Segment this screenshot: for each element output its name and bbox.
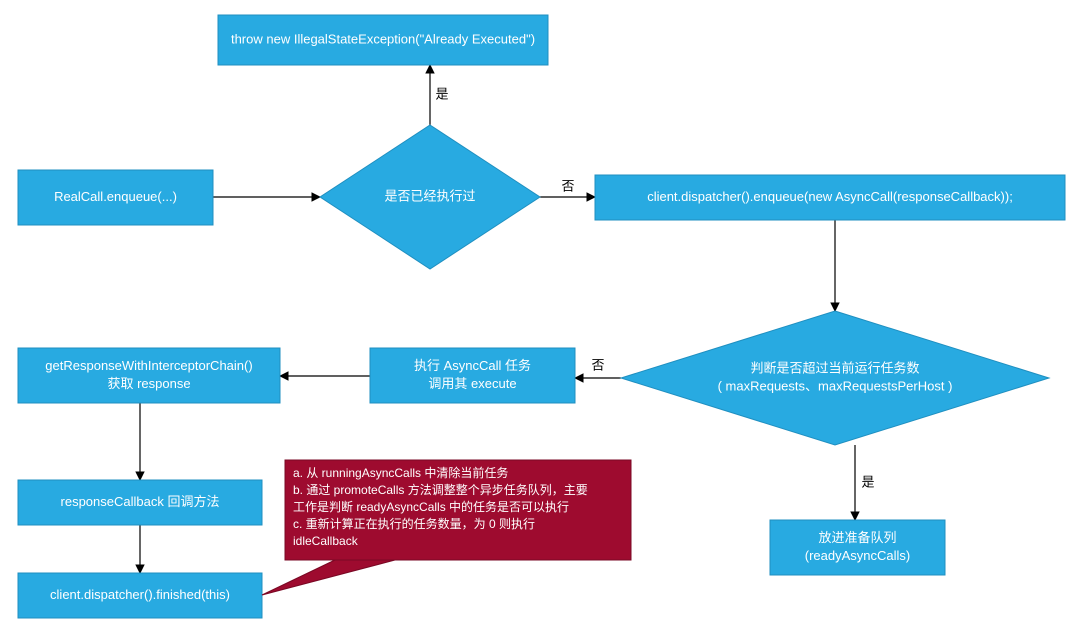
edge-label: 否: [561, 178, 574, 193]
node-n_getresp: getResponseWithInterceptorChain() 获取 resp…: [18, 348, 280, 403]
node-text: 获取 response: [107, 376, 190, 391]
node-n_callback: responseCallback 回调方法: [18, 480, 262, 525]
note-text: idleCallback: [293, 534, 359, 548]
node-n_dispatch: client.dispatcher().enqueue(new AsyncCal…: [595, 175, 1065, 220]
node-n_dec1: 是否已经执行过: [320, 125, 540, 269]
edge-label: 是: [435, 86, 448, 101]
node-text: responseCallback 回调方法: [61, 494, 220, 509]
edge-label: 是: [861, 474, 874, 489]
node-text: RealCall.enqueue(...): [54, 189, 177, 204]
note-text: 工作是判断 readyAsyncCalls 中的任务是否可以执行: [293, 499, 569, 514]
node-text: getResponseWithInterceptorChain(): [45, 358, 252, 373]
edge-label: 否: [591, 357, 604, 372]
node-n_throw: throw new IllegalStateException("Already…: [218, 15, 548, 65]
note-text: c. 重新计算正在执行的任务数量，为 0 则执行: [293, 516, 535, 531]
node-n_enqueue: RealCall.enqueue(...): [18, 170, 213, 225]
note-text: b. 通过 promoteCalls 方法调整整个异步任务队列，主要: [293, 482, 588, 497]
node-n_exec: 执行 AsyncCall 任务调用其 execute: [370, 348, 575, 403]
node-n_note: a. 从 runningAsyncCalls 中清除当前任务 b. 通过 prom…: [262, 460, 631, 595]
node-n_dec2: 判断是否超过当前运行任务数 ( maxRequests、maxRequestsPe…: [621, 311, 1049, 445]
node-text: 是否已经执行过: [384, 188, 475, 203]
node-text: client.dispatcher().finished(this): [50, 587, 230, 602]
note-text: a. 从 runningAsyncCalls 中清除当前任务: [293, 465, 508, 480]
node-text: (readyAsyncCalls): [805, 548, 910, 563]
edge-8: 是: [855, 445, 875, 520]
node-n_ready: 放进准备队列 (readyAsyncCalls): [770, 520, 945, 575]
node-n_finished: client.dispatcher().finished(this): [18, 573, 262, 618]
node-text: 判断是否超过当前运行任务数: [750, 360, 919, 375]
edge-1: 是: [430, 65, 449, 125]
node-text: throw new IllegalStateException("Already…: [231, 31, 535, 46]
node-text: 调用其 execute: [428, 376, 516, 391]
edge-4: 否: [575, 357, 621, 378]
node-text: 执行 AsyncCall 任务: [414, 358, 531, 373]
node-text: client.dispatcher().enqueue(new AsyncCal…: [647, 189, 1013, 204]
edge-2: 否: [540, 178, 595, 197]
node-text: ( maxRequests、maxRequestsPerHost ): [718, 378, 953, 393]
node-text: 放进准备队列: [818, 530, 896, 545]
